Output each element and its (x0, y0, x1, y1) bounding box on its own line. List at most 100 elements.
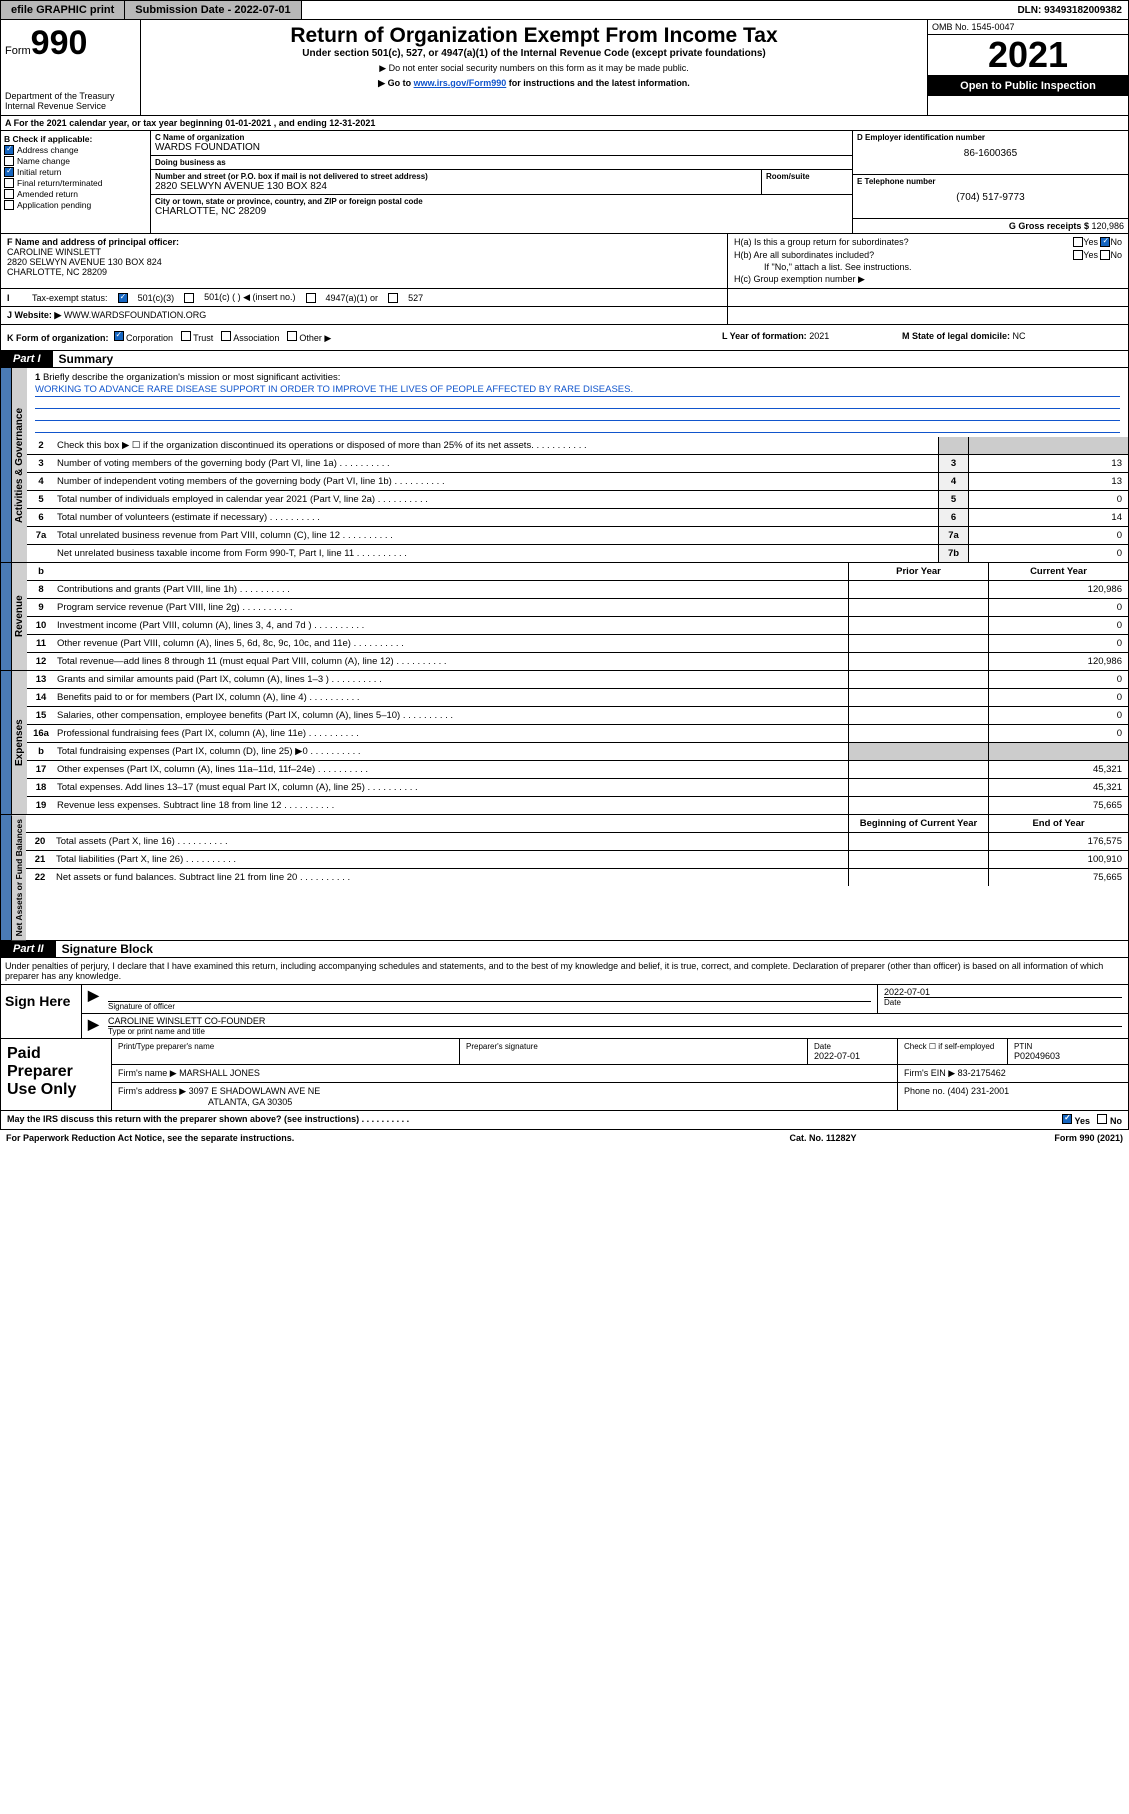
mission-q: Briefly describe the organization's miss… (43, 372, 341, 383)
col-current-year: Current Year (988, 563, 1128, 580)
open-to-public-badge: Open to Public Inspection (928, 76, 1128, 96)
part1-header: Part I Summary (0, 351, 1129, 368)
row-i: I Tax-exempt status: 501(c)(3) 501(c) ( … (0, 289, 1129, 307)
chk-app-pending[interactable] (4, 200, 14, 210)
form-note-1: ▶ Do not enter social security numbers o… (147, 63, 921, 74)
telephone: (704) 517-9773 (857, 192, 1124, 203)
vlabel-revenue: Revenue (11, 563, 27, 670)
sig-date: 2022-07-01 (884, 987, 1122, 997)
website: WWW.WARDSFOUNDATION.ORG (64, 310, 206, 320)
row-j: J Website: ▶ WWW.WARDSFOUNDATION.ORG (0, 307, 1129, 325)
sig-officer-label: Signature of officer (108, 1001, 871, 1011)
ptin: P02049603 (1014, 1051, 1122, 1061)
table-row: 16aProfessional fundraising fees (Part I… (27, 725, 1128, 743)
row-klm: K Form of organization: Corporation Trus… (0, 325, 1129, 351)
dln-field: DLN: 93493182009382 (1011, 5, 1128, 16)
row-a-tax-year: A For the 2021 calendar year, or tax yea… (0, 116, 1129, 131)
c-name-label: C Name of organization (155, 133, 848, 142)
hc-label: H(c) Group exemption number ▶ (734, 274, 1122, 285)
hb-yes[interactable] (1073, 250, 1083, 260)
chk-final-return[interactable] (4, 178, 14, 188)
form-header: Form990 Department of the Treasury Inter… (0, 20, 1129, 116)
firm-name: MARSHALL JONES (179, 1068, 260, 1078)
i-501c[interactable] (184, 293, 194, 303)
col-beginning-year: Beginning of Current Year (848, 815, 988, 832)
discuss-yes[interactable] (1062, 1114, 1072, 1124)
k-trust[interactable] (181, 331, 191, 341)
firm-addr1: 3097 E SHADOWLAWN AVE NE (189, 1086, 321, 1096)
table-row: 8Contributions and grants (Part VIII, li… (27, 581, 1128, 599)
table-row: 11Other revenue (Part VIII, column (A), … (27, 635, 1128, 653)
subdate-label: Submission Date - (135, 4, 234, 16)
table-row: 19Revenue less expenses. Subtract line 1… (27, 797, 1128, 814)
year-formation: 2021 (809, 331, 829, 341)
page-footer: For Paperwork Reduction Act Notice, see … (0, 1130, 1129, 1146)
subdate-value: 2022-07-01 (234, 4, 290, 16)
table-row: 12Total revenue—add lines 8 through 11 (… (27, 653, 1128, 670)
irs-link[interactable]: www.irs.gov/Form990 (414, 78, 507, 88)
firm-ein: 83-2175462 (958, 1068, 1006, 1078)
table-row: 13Grants and similar amounts paid (Part … (27, 671, 1128, 689)
ha-no[interactable] (1100, 237, 1110, 247)
discuss-row: May the IRS discuss this return with the… (0, 1111, 1129, 1130)
e-label: E Telephone number (857, 177, 1124, 186)
form-note-2: ▶ Go to www.irs.gov/Form990 for instruct… (147, 78, 921, 89)
table-row: 15Salaries, other compensation, employee… (27, 707, 1128, 725)
chk-amended[interactable] (4, 189, 14, 199)
submission-date-button[interactable]: Submission Date - 2022-07-01 (125, 1, 301, 19)
addr-label: Number and street (or P.O. box if mail i… (155, 172, 757, 181)
k-other[interactable] (287, 331, 297, 341)
efile-print-button[interactable]: efile GRAPHIC print (1, 1, 125, 19)
chk-address-change[interactable] (4, 145, 14, 155)
vlabel-net-assets: Net Assets or Fund Balances (11, 815, 26, 940)
officer-addr2: CHARLOTTE, NC 28209 (7, 267, 721, 277)
gov-line: 4Number of independent voting members of… (27, 473, 1128, 491)
gov-line: 6Total number of volunteers (estimate if… (27, 509, 1128, 527)
i-4947[interactable] (306, 293, 316, 303)
table-row: 20Total assets (Part X, line 16)176,575 (26, 833, 1128, 851)
city-label: City or town, state or province, country… (155, 197, 848, 206)
table-row: 22Net assets or fund balances. Subtract … (26, 869, 1128, 886)
street-address: 2820 SELWYN AVENUE 130 BOX 824 (155, 181, 757, 192)
top-toolbar: efile GRAPHIC print Submission Date - 20… (0, 0, 1129, 20)
gov-line: 5Total number of individuals employed in… (27, 491, 1128, 509)
k-corp[interactable] (114, 331, 124, 341)
gov-line: 7aTotal unrelated business revenue from … (27, 527, 1128, 545)
gov-line: Net unrelated business taxable income fr… (27, 545, 1128, 562)
sign-here-block: Sign Here ▶ Signature of officer 2022-07… (0, 985, 1129, 1039)
arrow-icon: ▶ (82, 1014, 102, 1038)
section-expenses: Expenses 13Grants and similar amounts pa… (0, 671, 1129, 815)
sig-date-label: Date (884, 997, 1122, 1007)
table-row: 14Benefits paid to or for members (Part … (27, 689, 1128, 707)
ha-yes[interactable] (1073, 237, 1083, 247)
mission-text: WORKING TO ADVANCE RARE DISEASE SUPPORT … (35, 383, 1120, 397)
form-subtitle: Under section 501(c), 527, or 4947(a)(1)… (147, 48, 921, 59)
room-label: Room/suite (766, 172, 848, 181)
section-governance: Activities & Governance 1 Briefly descri… (0, 368, 1129, 563)
vlabel-governance: Activities & Governance (11, 368, 27, 562)
i-501c3[interactable] (118, 293, 128, 303)
k-assoc[interactable] (221, 331, 231, 341)
chk-name-change[interactable] (4, 156, 14, 166)
table-row: 21Total liabilities (Part X, line 26)100… (26, 851, 1128, 869)
ha-label: H(a) Is this a group return for subordin… (734, 237, 1073, 247)
officer-name-title: CAROLINE WINSLETT CO-FOUNDER (108, 1016, 1122, 1026)
hb-no[interactable] (1100, 250, 1110, 260)
i-527[interactable] (388, 293, 398, 303)
dept-label: Department of the Treasury Internal Reve… (5, 91, 136, 111)
vlabel-expenses: Expenses (11, 671, 27, 814)
f-label: F Name and address of principal officer: (7, 237, 721, 247)
table-row: 10Investment income (Part VIII, column (… (27, 617, 1128, 635)
chk-initial-return[interactable] (4, 167, 14, 177)
officer-addr1: 2820 SELWYN AVENUE 130 BOX 824 (7, 257, 721, 267)
state-domicile: NC (1013, 331, 1026, 341)
table-row: 18Total expenses. Add lines 13–17 (must … (27, 779, 1128, 797)
city-state-zip: CHARLOTTE, NC 28209 (155, 206, 848, 217)
row-f-h: F Name and address of principal officer:… (0, 234, 1129, 289)
col-end-year: End of Year (988, 815, 1128, 832)
firm-addr2: ATLANTA, GA 30305 (118, 1097, 891, 1107)
discuss-no[interactable] (1097, 1114, 1107, 1124)
section-net-assets: Net Assets or Fund Balances Beginning of… (0, 815, 1129, 941)
table-row: 17Other expenses (Part IX, column (A), l… (27, 761, 1128, 779)
dba-label: Doing business as (155, 158, 848, 167)
